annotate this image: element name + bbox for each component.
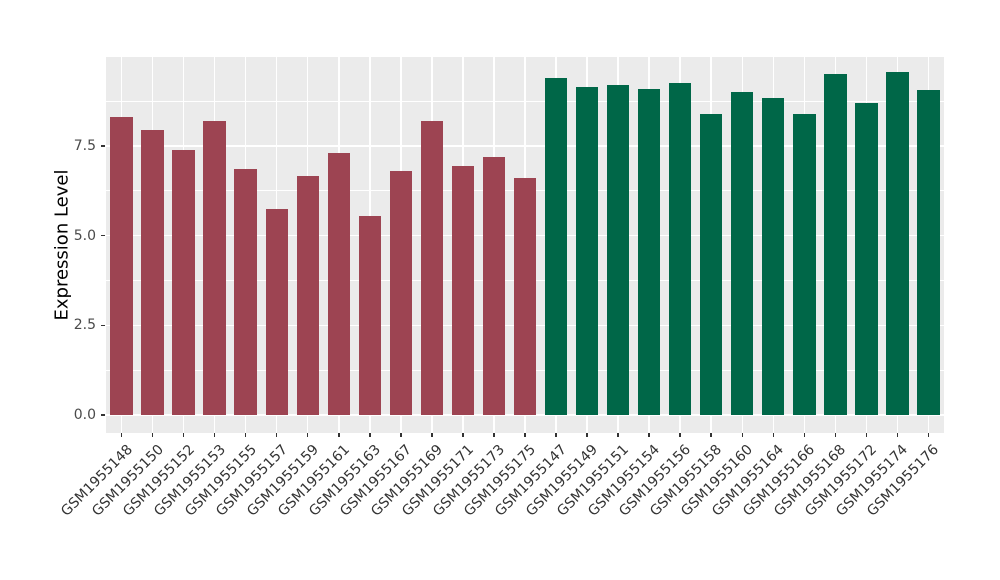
bar <box>451 165 475 415</box>
x-tick-mark <box>182 433 185 437</box>
bar <box>513 178 537 415</box>
bar <box>917 90 940 415</box>
x-tick-mark <box>741 433 743 437</box>
bar <box>575 86 599 415</box>
y-tick-label: 5.0 <box>73 227 96 244</box>
bar <box>296 176 319 415</box>
x-tick-mark <box>462 433 464 437</box>
y-axis-title: Expression Level <box>51 169 73 321</box>
bar <box>886 72 909 415</box>
bar <box>731 92 754 415</box>
bar <box>669 83 692 415</box>
bar <box>327 153 350 415</box>
bar <box>358 215 381 415</box>
x-tick-mark <box>896 433 899 437</box>
x-tick-mark <box>151 433 154 437</box>
y-tick-mark <box>101 145 105 147</box>
x-tick-mark <box>679 433 681 437</box>
plot-panel <box>106 57 944 433</box>
bar <box>172 149 195 415</box>
bar <box>265 208 288 415</box>
bar <box>203 120 226 415</box>
bar <box>855 102 878 415</box>
y-tick-mark <box>101 234 105 237</box>
x-tick-mark <box>710 433 712 437</box>
bar <box>824 74 847 415</box>
bar <box>141 129 164 415</box>
bar <box>606 84 630 415</box>
y-tick-label: 2.5 <box>73 317 96 334</box>
bar <box>637 88 661 415</box>
x-tick-mark <box>275 433 278 437</box>
x-tick-mark <box>524 433 526 437</box>
y-tick-mark <box>101 324 105 327</box>
x-tick-mark <box>306 433 309 437</box>
y-tick-label: 0.0 <box>73 407 96 423</box>
x-tick-mark <box>431 433 433 437</box>
bar <box>389 171 413 415</box>
bar <box>234 169 257 415</box>
x-tick-mark <box>555 433 557 437</box>
x-tick-mark <box>927 433 930 437</box>
bar <box>544 77 568 415</box>
x-tick-mark <box>493 433 495 437</box>
bar <box>762 97 785 415</box>
bar <box>793 113 816 415</box>
x-tick-mark <box>120 433 123 437</box>
x-tick-mark <box>772 433 775 437</box>
x-tick-mark <box>213 433 216 437</box>
bar <box>482 156 506 415</box>
x-tick-mark <box>586 433 588 437</box>
x-tick-mark <box>865 433 868 437</box>
x-tick-mark <box>617 433 619 437</box>
x-tick-mark <box>834 433 837 437</box>
bar <box>420 120 444 415</box>
x-tick-mark <box>400 433 402 437</box>
bar <box>700 113 723 415</box>
x-tick-mark <box>338 433 340 437</box>
y-tick-mark <box>101 414 105 416</box>
x-tick-mark <box>803 433 806 437</box>
x-tick-mark <box>648 433 650 437</box>
x-tick-mark <box>244 433 247 437</box>
y-tick-label: 7.5 <box>73 137 96 154</box>
x-tick-mark <box>369 433 371 437</box>
bar <box>110 117 133 415</box>
